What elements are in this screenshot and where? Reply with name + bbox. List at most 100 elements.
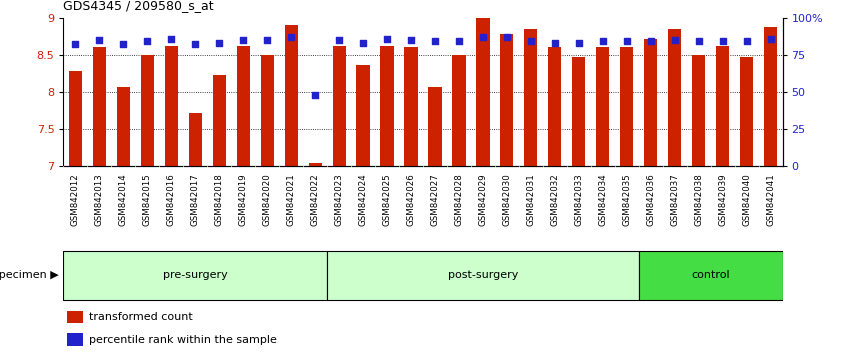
Text: GSM842040: GSM842040	[742, 173, 751, 225]
Point	[284, 34, 298, 40]
Bar	[140, 55, 154, 166]
Point	[140, 39, 154, 44]
Point	[308, 92, 321, 98]
Point	[548, 40, 562, 46]
Point	[69, 42, 82, 47]
Text: control: control	[691, 270, 730, 280]
Bar	[67, 311, 83, 323]
Bar	[476, 18, 490, 166]
Point	[692, 39, 706, 44]
Text: GSM842012: GSM842012	[71, 173, 80, 225]
Point	[524, 39, 537, 44]
Bar	[261, 55, 274, 166]
Text: GSM842017: GSM842017	[191, 173, 200, 225]
Bar	[764, 27, 777, 166]
Text: GSM842031: GSM842031	[526, 173, 536, 225]
Bar	[356, 64, 370, 166]
Text: GSM842014: GSM842014	[119, 173, 128, 225]
Bar	[93, 47, 106, 166]
Text: pre-surgery: pre-surgery	[163, 270, 228, 280]
Bar	[284, 25, 298, 166]
Text: GSM842025: GSM842025	[382, 173, 392, 225]
Point	[596, 39, 609, 44]
Bar	[644, 39, 657, 166]
Bar	[67, 333, 83, 346]
Bar	[639, 251, 783, 300]
Text: GSM842033: GSM842033	[574, 173, 583, 225]
Bar	[404, 47, 418, 166]
Bar	[453, 55, 465, 166]
Bar	[381, 46, 393, 166]
Text: GSM842030: GSM842030	[503, 173, 511, 225]
Bar	[332, 46, 346, 166]
Point	[500, 34, 514, 40]
Text: post-surgery: post-surgery	[448, 270, 518, 280]
Point	[716, 39, 729, 44]
Point	[620, 39, 634, 44]
Point	[261, 37, 274, 43]
Point	[452, 39, 465, 44]
Bar	[189, 113, 202, 166]
Text: GSM842028: GSM842028	[454, 173, 464, 225]
Text: GSM842023: GSM842023	[335, 173, 343, 225]
Point	[189, 42, 202, 47]
Text: GSM842041: GSM842041	[766, 173, 775, 225]
Text: GSM842013: GSM842013	[95, 173, 104, 225]
Bar	[237, 46, 250, 166]
Bar	[165, 46, 178, 166]
Bar	[212, 75, 226, 166]
Text: GSM842019: GSM842019	[239, 173, 248, 225]
Text: GSM842037: GSM842037	[670, 173, 679, 225]
Text: percentile rank within the sample: percentile rank within the sample	[89, 335, 277, 345]
Bar	[740, 57, 753, 166]
Point	[356, 40, 370, 46]
Bar	[69, 71, 82, 166]
Point	[764, 36, 777, 41]
Point	[164, 36, 178, 41]
Text: GSM842026: GSM842026	[407, 173, 415, 225]
Point	[428, 39, 442, 44]
Bar	[309, 163, 321, 166]
Point	[667, 37, 681, 43]
Text: GSM842016: GSM842016	[167, 173, 176, 225]
Point	[739, 39, 753, 44]
Text: GSM842039: GSM842039	[718, 173, 727, 225]
Text: GSM842021: GSM842021	[287, 173, 295, 225]
Text: GSM842029: GSM842029	[479, 173, 487, 225]
Text: GSM842036: GSM842036	[646, 173, 655, 225]
Bar	[548, 47, 562, 166]
Bar	[596, 47, 609, 166]
Text: GDS4345 / 209580_s_at: GDS4345 / 209580_s_at	[63, 0, 214, 12]
Bar	[500, 34, 514, 166]
Text: GSM842022: GSM842022	[310, 173, 320, 225]
Bar	[327, 251, 639, 300]
Text: GSM842035: GSM842035	[623, 173, 631, 225]
Text: GSM842032: GSM842032	[551, 173, 559, 225]
Point	[404, 37, 418, 43]
Bar	[117, 87, 130, 166]
Text: GSM842015: GSM842015	[143, 173, 151, 225]
Point	[117, 42, 130, 47]
Bar	[692, 55, 706, 166]
Text: GSM842027: GSM842027	[431, 173, 439, 225]
Point	[332, 37, 346, 43]
Bar	[620, 47, 634, 166]
Point	[212, 40, 226, 46]
Point	[92, 37, 106, 43]
Bar	[525, 29, 537, 166]
Text: transformed count: transformed count	[89, 312, 192, 322]
Point	[572, 40, 585, 46]
Text: GSM842038: GSM842038	[695, 173, 703, 225]
Text: GSM842018: GSM842018	[215, 173, 223, 225]
Text: specimen ▶: specimen ▶	[0, 270, 59, 280]
Point	[476, 34, 490, 40]
Bar	[716, 46, 729, 166]
Bar	[63, 251, 327, 300]
Text: GSM842024: GSM842024	[359, 173, 367, 225]
Bar	[428, 87, 442, 166]
Text: GSM842020: GSM842020	[263, 173, 272, 225]
Point	[380, 36, 393, 41]
Bar	[668, 29, 681, 166]
Text: GSM842034: GSM842034	[598, 173, 607, 225]
Point	[644, 39, 657, 44]
